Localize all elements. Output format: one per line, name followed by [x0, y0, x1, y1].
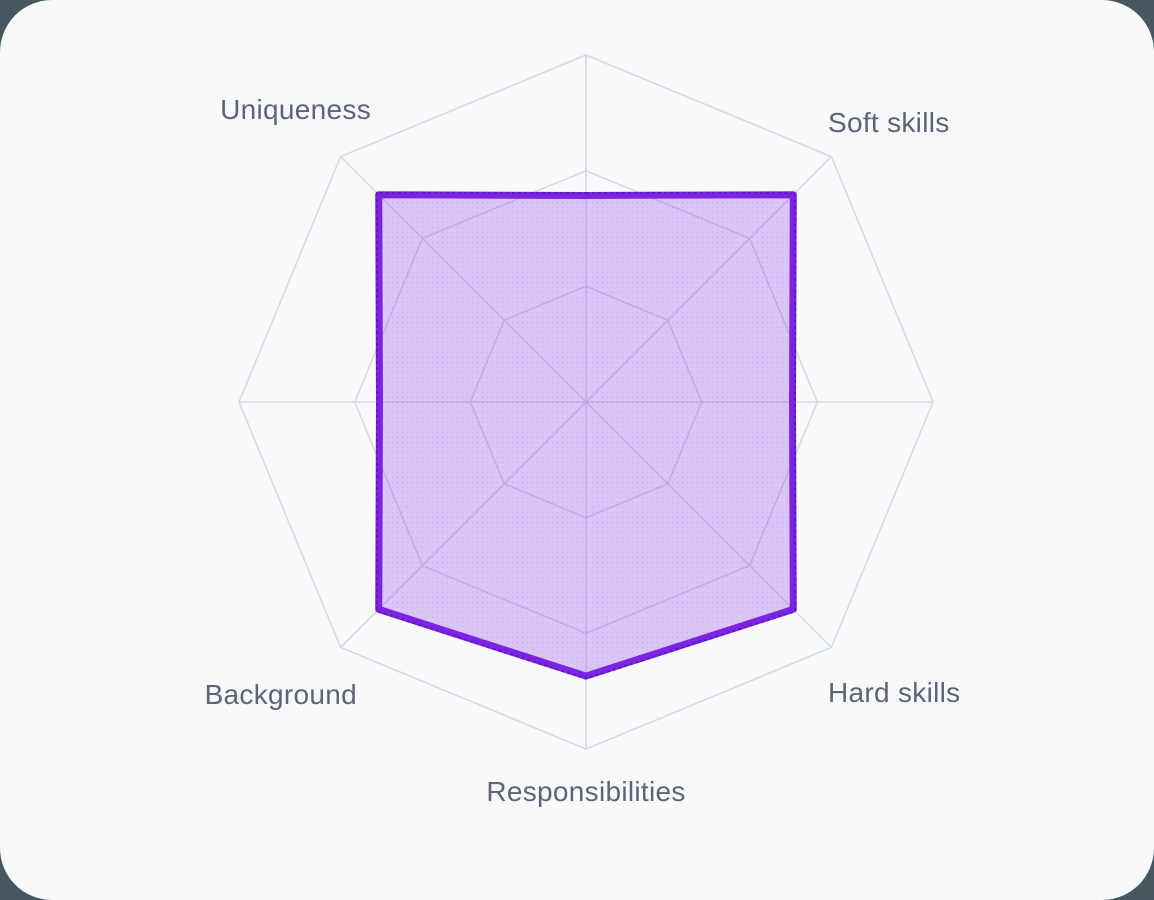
axis-label-uniqueness: Uniqueness: [220, 94, 371, 125]
series-outline: [375, 191, 797, 680]
axis-label-responsibilities: Responsibilities: [486, 776, 685, 807]
axis-label-background: Background: [205, 679, 357, 710]
series-outline-dash: [375, 191, 797, 680]
axis-label-soft-skills: Soft skills: [828, 107, 950, 138]
series-fill-texture: [378, 194, 794, 677]
radar-series: [375, 191, 797, 680]
axis-label-hard-skills: Hard skills: [828, 677, 960, 708]
axis-labels: Soft skills Hard skills Responsibilities Ba…: [205, 94, 961, 807]
